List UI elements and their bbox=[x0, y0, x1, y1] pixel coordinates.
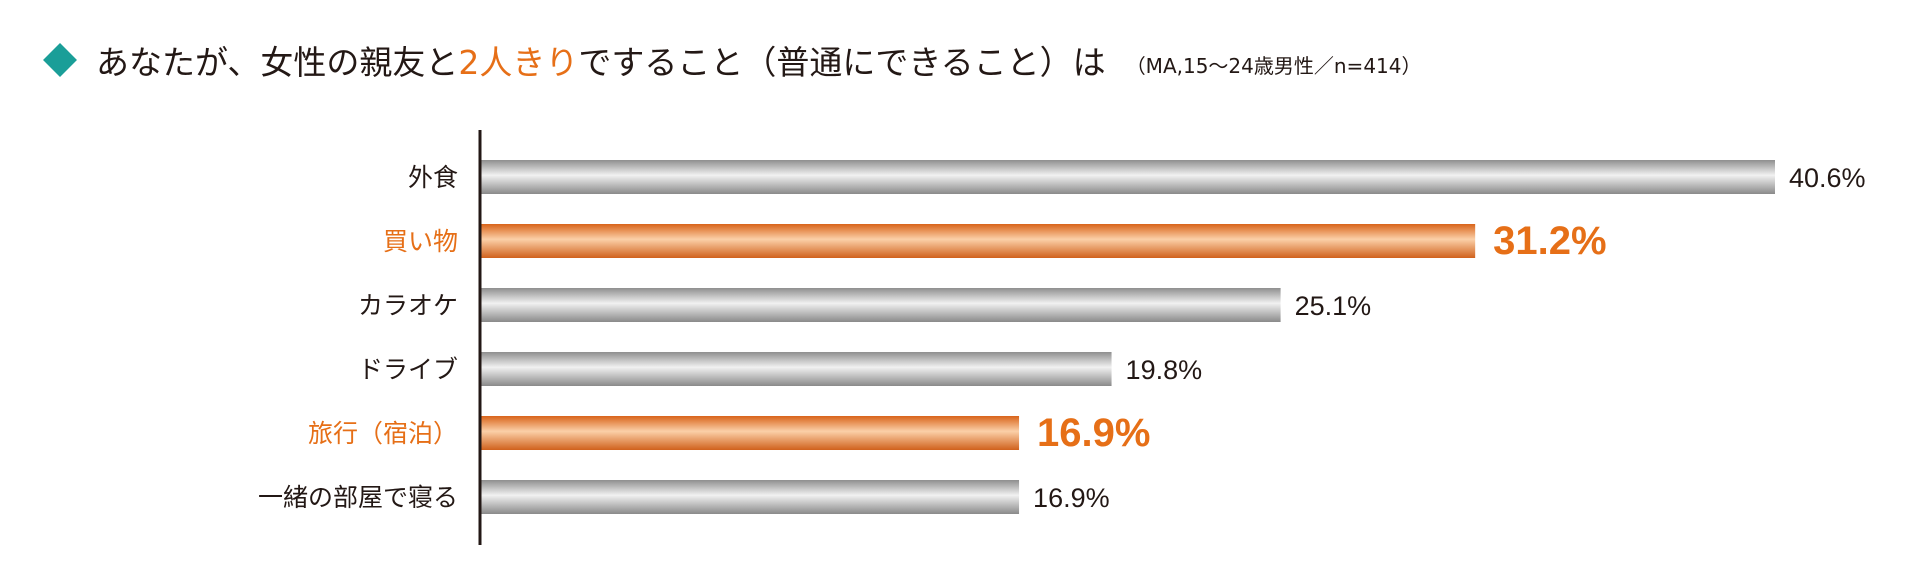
value-label: 16.9% bbox=[1037, 411, 1150, 455]
bar bbox=[480, 288, 1281, 322]
value-label: 31.2% bbox=[1493, 219, 1606, 263]
title-after: ですること（普通にできること）は bbox=[578, 43, 1106, 82]
bar bbox=[480, 416, 1020, 450]
category-label: 旅行（宿泊） bbox=[308, 419, 458, 448]
value-label: 25.1% bbox=[1295, 291, 1372, 321]
bar bbox=[480, 480, 1020, 514]
category-label: 外食 bbox=[408, 163, 458, 192]
category-label: ドライブ bbox=[358, 355, 458, 384]
bar bbox=[480, 160, 1775, 194]
category-label: 一緒の部屋で寝る bbox=[258, 483, 458, 512]
bar bbox=[480, 224, 1476, 258]
value-label: 40.6% bbox=[1789, 163, 1866, 193]
chart-title: あなたが、女性の親友と2人きりですること（普通にできること）は （MA,15〜2… bbox=[40, 34, 1422, 86]
title-before: あなたが、女性の親友と bbox=[96, 43, 459, 82]
value-label: 19.8% bbox=[1126, 355, 1203, 385]
bar bbox=[480, 352, 1112, 386]
category-label: 買い物 bbox=[383, 227, 458, 256]
value-label: 16.9% bbox=[1033, 483, 1110, 513]
title-text: あなたが、女性の親友と2人きりですること（普通にできること）は bbox=[96, 36, 1106, 84]
title-highlight: 2人きり bbox=[458, 43, 579, 82]
title-note: （MA,15〜24歳男性／n=414） bbox=[1125, 53, 1422, 78]
category-label: カラオケ bbox=[358, 291, 458, 320]
